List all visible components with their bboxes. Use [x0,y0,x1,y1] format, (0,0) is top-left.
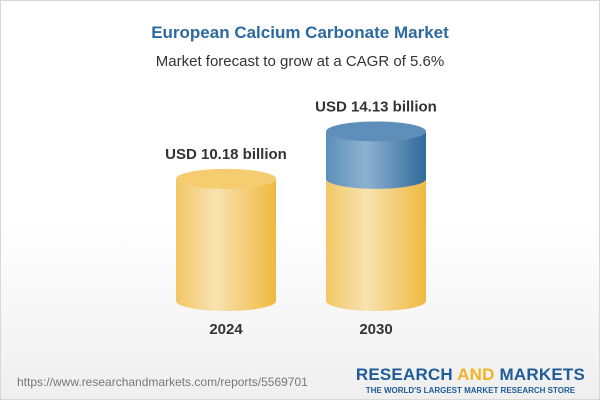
cylinder-base-2030 [326,178,426,311]
category-label: 2030 [359,321,392,338]
chart-title: European Calcium Carbonate Market [151,23,449,42]
research-and-markets-logo: RESEARCH AND MARKETS THE WORLD'S LARGEST… [355,365,585,395]
data-label: USD 14.13 billion [315,98,437,115]
chart-subtitle: Market forecast to grow at a CAGR of 5.6… [155,53,445,70]
category-label: 2024 [209,321,243,338]
cylinder-top-2030 [326,121,426,142]
cylinder-growth-2030 [326,131,426,189]
data-label: USD 10.18 billion [165,146,287,163]
logo-tagline: THE WORLD'S LARGEST MARKET RESEARCH STOR… [365,386,576,395]
report-url[interactable]: https://www.researchandmarkets.com/repor… [17,375,308,389]
cylinder-base-2024 [176,178,276,311]
cylinder-top-2024 [176,168,276,189]
